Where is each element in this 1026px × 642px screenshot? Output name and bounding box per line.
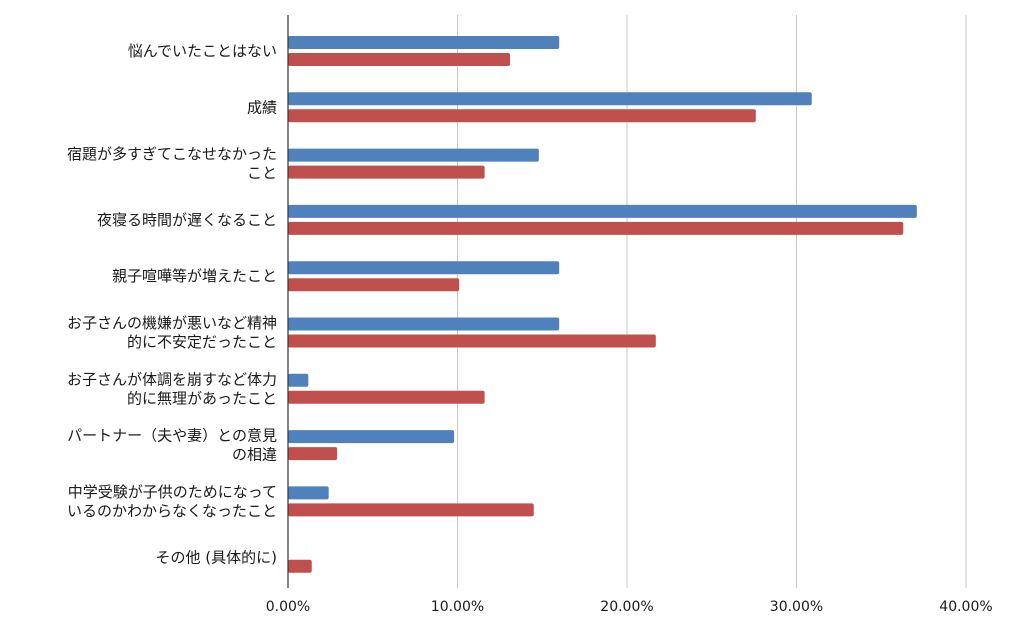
category-label-line: お子さんの機嫌が悪いなど精神 — [67, 314, 277, 332]
bar-series-2 — [288, 390, 485, 404]
x-tick-label: 20.00% — [600, 599, 653, 615]
category-label: パートナー（夫や妻）との意見の相違 — [67, 427, 277, 464]
bar-series-2 — [288, 221, 904, 235]
category-label: 夜寝る時間が遅くなること — [97, 211, 277, 229]
category-label-line: こと — [247, 164, 277, 182]
bar-series-2 — [288, 109, 756, 123]
category-label-line: 的に不安定だったこと — [127, 333, 277, 351]
bar-series-1 — [288, 486, 329, 500]
category-label-line: お子さんが体調を崩すなど体力 — [67, 370, 277, 388]
bar-series-1 — [288, 317, 560, 331]
bar-series-2 — [288, 278, 460, 292]
category-label: 成績 — [247, 98, 277, 116]
category-label-line: 夜寝る時間が遅くなること — [97, 211, 277, 229]
category-label-line: いるのかわからなくなったこと — [67, 502, 277, 520]
category-labels: 悩んでいたことはない成績宿題が多すぎてこなせなかったこと夜寝る時間が遅くなること… — [67, 42, 277, 567]
bar-series-1 — [288, 148, 539, 162]
category-label: お子さんが体調を崩すなど体力的に無理があったこと — [67, 370, 277, 407]
x-tick-label: 10.00% — [431, 599, 484, 615]
category-label: 親子喧嘩等が増えたこと — [112, 267, 277, 285]
category-label-line: 的に無理があったこと — [127, 389, 277, 407]
category-label-line: その他 (具体的に) — [156, 549, 277, 567]
x-tick-label: 0.00% — [266, 599, 310, 615]
bars — [288, 36, 917, 573]
bar-series-2 — [288, 165, 485, 179]
bar-series-1 — [288, 373, 309, 387]
x-tick-label: 30.00% — [770, 599, 823, 615]
category-label-line: 成績 — [247, 98, 277, 116]
bar-series-2 — [288, 53, 511, 66]
bar-series-1 — [288, 204, 917, 218]
bar-series-2 — [288, 334, 656, 348]
bar-series-1 — [288, 36, 560, 49]
category-label: 宿題が多すぎてこなせなかったこと — [67, 145, 277, 182]
bar-series-2 — [288, 447, 338, 461]
category-label-line: パートナー（夫や妻）との意見 — [67, 427, 277, 445]
category-label-line: の相違 — [232, 446, 277, 464]
tick-labels: 0.00% 10.00% 20.00% 30.00% 40.00% — [266, 599, 993, 615]
category-label: 悩んでいたことはない — [128, 42, 277, 60]
category-label-line: 親子喧嘩等が増えたこと — [112, 267, 277, 285]
x-tick-label: 40.00% — [939, 599, 992, 615]
category-label: その他 (具体的に) — [156, 549, 277, 567]
category-label: お子さんの機嫌が悪いなど精神的に不安定だったこと — [67, 314, 277, 351]
category-label: 中学受験が子供のためになっているのかわからなくなったこと — [67, 483, 277, 520]
category-label-line: 中学受験が子供のためになって — [68, 483, 277, 501]
category-label-line: 悩んでいたことはない — [128, 42, 277, 60]
bar-series-2 — [288, 503, 534, 517]
bar-series-1 — [288, 92, 812, 106]
bar-series-1 — [288, 261, 560, 275]
category-label-line: 宿題が多すぎてこなせなかった — [67, 145, 277, 163]
bar-series-1 — [288, 430, 455, 444]
bar-series-2 — [288, 559, 312, 573]
